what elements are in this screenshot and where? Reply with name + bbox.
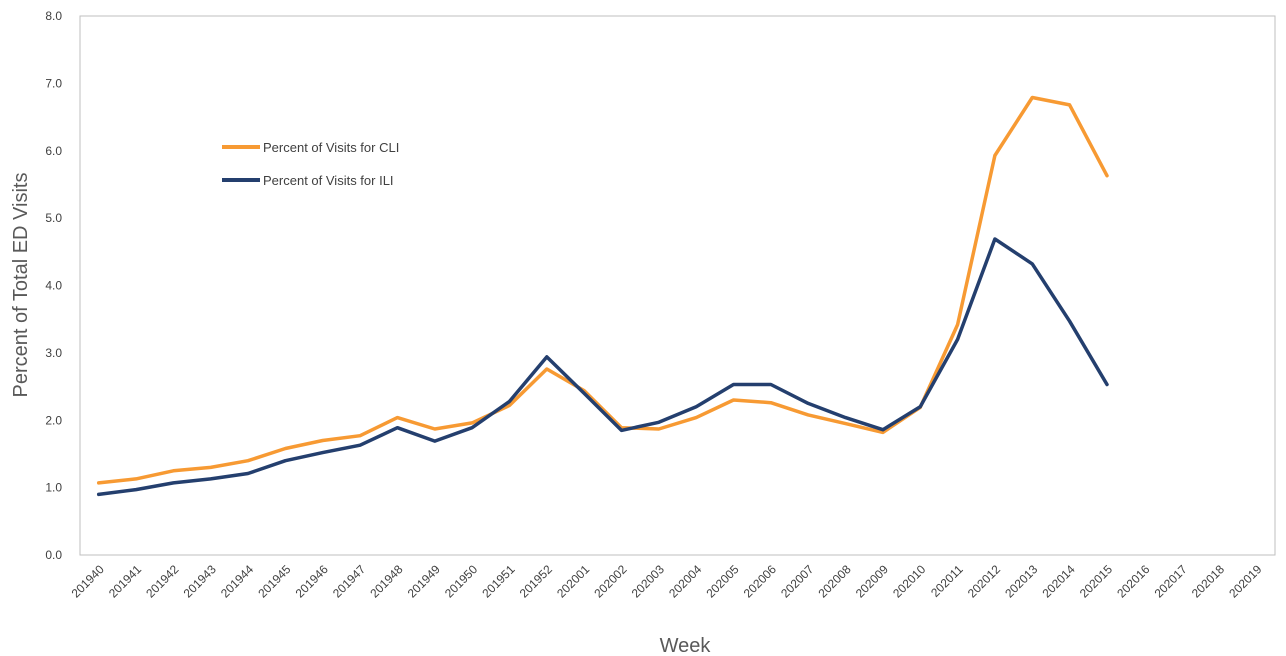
x-tick-label: 201945 (255, 562, 293, 600)
x-axis-title: Week (660, 635, 712, 656)
y-tick-label: 4.0 (45, 279, 62, 293)
x-tick-label: 202014 (1040, 562, 1078, 600)
x-tick-label: 202011 (928, 562, 966, 600)
x-tick-label: 202008 (815, 562, 853, 600)
x-tick-label: 201942 (143, 562, 181, 600)
x-tick-label: 202007 (778, 562, 816, 600)
x-tick-label: 202010 (890, 562, 928, 600)
y-tick-label: 2.0 (45, 413, 62, 427)
x-tick-label: 202002 (591, 562, 629, 600)
x-tick-label: 202017 (1152, 562, 1190, 600)
x-tick-label: 202003 (629, 562, 667, 600)
y-tick-label: 5.0 (45, 211, 62, 225)
x-tick-label: 202001 (554, 562, 592, 600)
x-tick-label: 201944 (218, 562, 256, 600)
plot-area (79, 15, 1276, 556)
x-tick-label: 202016 (1114, 562, 1152, 600)
x-tick-label: 201946 (293, 562, 331, 600)
x-tick-label: 201948 (367, 562, 405, 600)
x-tick-label: 202005 (703, 562, 741, 600)
x-tick-label: 201941 (106, 562, 144, 600)
x-tick-label: 202004 (666, 562, 704, 600)
x-tick-label: 202018 (1189, 562, 1227, 600)
series-line-ili (96, 237, 1109, 497)
x-tick-label: 201950 (442, 562, 480, 600)
x-tick-label: 202006 (741, 562, 779, 600)
y-tick-label: 8.0 (45, 9, 62, 23)
legend-label-cli: Percent of Visits for CLI (263, 140, 399, 155)
x-tick-label: 201940 (69, 562, 107, 600)
x-tick-label: 202012 (965, 562, 1003, 600)
plot-border (79, 15, 1276, 556)
y-tick-label: 7.0 (45, 76, 62, 90)
x-tick-label: 201951 (479, 562, 517, 600)
x-tick-label: 201949 (405, 562, 443, 600)
y-tick-label: 3.0 (45, 346, 62, 360)
y-tick-label: 1.0 (45, 481, 62, 495)
x-tick-label: 202013 (1002, 562, 1040, 600)
x-tick-label: 202019 (1226, 562, 1264, 600)
y-axis-title: Percent of Total ED Visits (10, 173, 32, 398)
x-tick-label: 201943 (181, 562, 219, 600)
legend-label-ili: Percent of Visits for ILI (263, 173, 394, 188)
x-tick-label: 201947 (330, 562, 368, 600)
y-tick-label: 0.0 (45, 548, 62, 562)
legend: Percent of Visits for CLI Percent of Vis… (222, 140, 399, 188)
y-axis-ticks: 0.0 1.0 2.0 3.0 4.0 5.0 6.0 7.0 8.0 (45, 9, 62, 562)
y-tick-label: 6.0 (45, 144, 62, 158)
x-tick-label: 201952 (517, 562, 555, 600)
x-tick-label: 202015 (1077, 562, 1115, 600)
x-tick-label: 202009 (853, 562, 891, 600)
x-axis-ticks: 201940 201941 201942 201943 201944 201945 2019… (69, 562, 1265, 600)
series-line-cli (96, 95, 1109, 485)
series-lines (96, 95, 1109, 497)
